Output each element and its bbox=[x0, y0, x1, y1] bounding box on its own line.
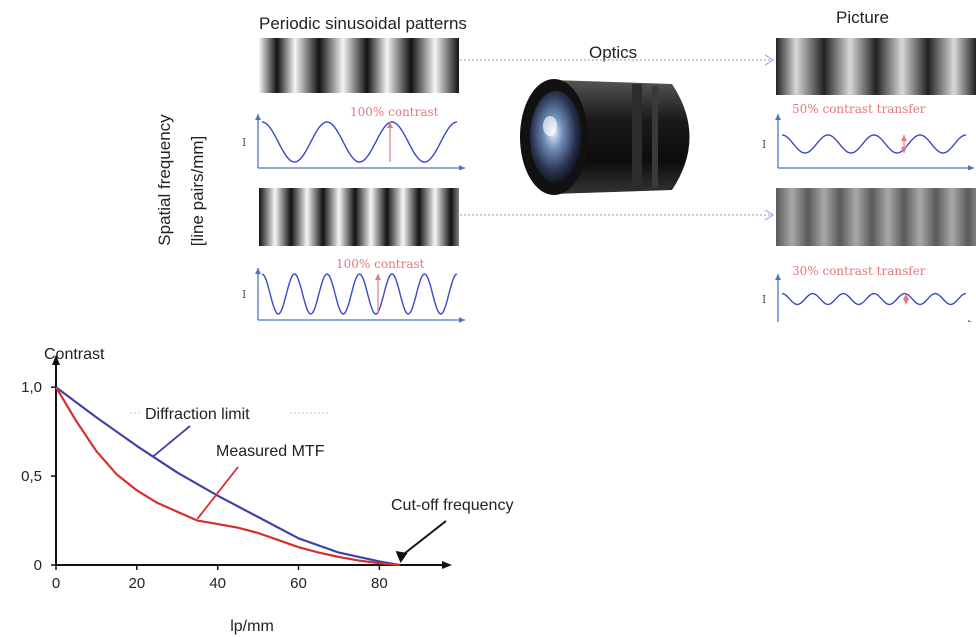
cutoff-arrow-shaft bbox=[401, 520, 447, 556]
arrow-top-head bbox=[764, 54, 775, 66]
intensity-symbol: I bbox=[762, 293, 766, 306]
input-wave-graph-1: I 100% contrast bbox=[242, 105, 465, 170]
x-axis-arrowhead bbox=[459, 165, 465, 170]
output-pattern-high bbox=[776, 188, 976, 246]
y-axis-arrowhead bbox=[52, 355, 60, 365]
intensity-symbol: I bbox=[242, 136, 246, 149]
contrast-label: 50% contrast transfer bbox=[792, 102, 926, 116]
cutoff-frequency-label: Cut-off frequency bbox=[391, 497, 513, 514]
x-axis-arrowhead bbox=[968, 165, 974, 170]
input-pattern-high bbox=[259, 188, 459, 246]
sine-wave bbox=[781, 134, 967, 154]
spatial-frequency-label: Spatial frequency bbox=[155, 114, 174, 246]
diffraction-limit-line bbox=[55, 386, 400, 567]
x-tick-label: 20 bbox=[128, 575, 145, 592]
sine-wave bbox=[781, 292, 967, 306]
contrast-label: 100% contrast bbox=[350, 105, 439, 119]
camera-lens-icon bbox=[520, 79, 690, 195]
sine-wave bbox=[261, 121, 458, 163]
intensity-symbol: I bbox=[242, 288, 246, 301]
cutoff-arrowhead bbox=[395, 551, 408, 563]
x-axis-arrowhead bbox=[459, 317, 465, 323]
contrast-arrowhead-top bbox=[387, 122, 393, 128]
x-axis-label: lp/mm bbox=[230, 618, 274, 635]
contrast-arrowhead-top bbox=[901, 135, 907, 141]
y-tick-label: 1,0 bbox=[21, 379, 42, 396]
input-wave-graph-2: I 100% contrast bbox=[242, 257, 465, 323]
x-tick-label: 60 bbox=[290, 575, 307, 592]
contrast-arrowhead-top bbox=[903, 293, 909, 300]
x-axis-arrowhead bbox=[442, 561, 452, 569]
y-axis-arrowhead bbox=[775, 274, 781, 280]
line-pairs-label: [line pairs/mm] bbox=[188, 135, 207, 247]
contrast-arrowhead-top bbox=[375, 274, 381, 280]
diffraction-limit-label: Diffraction limit bbox=[145, 406, 250, 423]
contrast-label: 100% contrast bbox=[336, 257, 425, 271]
output-wave-1: I 50% contrast transfer bbox=[762, 102, 974, 170]
contrast-arrowhead-bottom bbox=[903, 298, 909, 305]
x-tick-label: 80 bbox=[371, 575, 388, 592]
output-wave-graph-1: I 50% contrast transfer bbox=[762, 102, 974, 170]
y-tick-label: 0 bbox=[34, 557, 42, 574]
y-axis-label: Contrast bbox=[44, 346, 105, 363]
arrow-bottom-head bbox=[764, 209, 775, 221]
y-axis-arrowhead bbox=[255, 268, 261, 274]
optics-arrows bbox=[460, 54, 775, 221]
x-tick-label: 40 bbox=[209, 575, 226, 592]
picture-title: Picture bbox=[836, 8, 889, 27]
intensity-symbol: I bbox=[762, 138, 766, 151]
y-axis-arrowhead bbox=[775, 114, 781, 120]
input-pattern-low bbox=[259, 38, 459, 93]
x-tick-label: 0 bbox=[52, 575, 60, 592]
diffraction-limit-leader bbox=[152, 425, 191, 458]
contrast-arrowhead-bottom bbox=[901, 147, 907, 153]
sine-wave bbox=[261, 273, 458, 315]
y-tick-label: 0,5 bbox=[21, 468, 42, 485]
input-wave-2: I 100% contrast bbox=[242, 257, 465, 323]
measured-mtf-label: Measured MTF bbox=[216, 443, 325, 460]
measured-mtf-leader bbox=[196, 466, 239, 520]
y-axis-arrowhead bbox=[255, 114, 261, 120]
x-axis-arrowhead bbox=[968, 320, 972, 322]
output-wave-graph-2: I 30% contrast transfer bbox=[762, 264, 972, 322]
output-pattern-low bbox=[776, 38, 976, 95]
patterns-title: Periodic sinusoidal patterns bbox=[259, 14, 467, 33]
optics-label: Optics bbox=[589, 43, 638, 62]
contrast-label: 30% contrast transfer bbox=[792, 264, 926, 278]
measured-mtf-line bbox=[55, 386, 400, 567]
output-wave-2: I 30% contrast transfer bbox=[762, 264, 972, 322]
input-wave-1: I 100% contrast bbox=[242, 105, 465, 170]
